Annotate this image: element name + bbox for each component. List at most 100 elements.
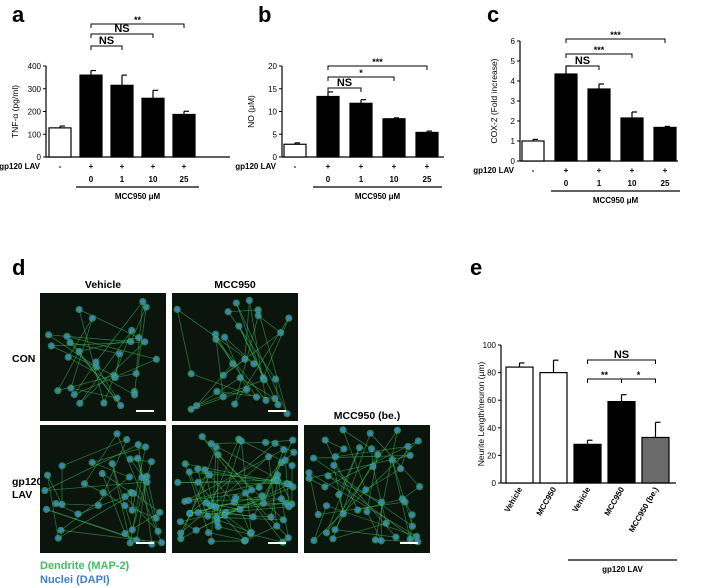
nucleus <box>178 536 183 541</box>
dendrite-fiber <box>366 454 379 512</box>
nucleus <box>205 513 210 519</box>
nucleus <box>128 339 133 344</box>
dendrite-fiber <box>191 373 257 398</box>
nucleus <box>340 427 346 433</box>
nucleus <box>76 307 82 312</box>
nucleus <box>129 328 134 333</box>
y-tick-label: 300 <box>28 85 42 94</box>
significance-label: *** <box>372 57 383 67</box>
nucleus <box>306 476 312 481</box>
dendrite-fiber <box>334 529 397 538</box>
dendrite-fiber <box>225 511 254 518</box>
nucleus <box>410 524 415 529</box>
dendrite-fiber <box>372 466 387 524</box>
dendrite-fiber <box>366 511 382 541</box>
dendrite-fiber <box>215 506 246 541</box>
dendrite-fiber <box>101 473 126 534</box>
nucleus <box>355 507 360 513</box>
dendrite-fiber <box>136 476 148 541</box>
nucleus <box>114 431 120 436</box>
nucleus <box>94 364 99 370</box>
nucleus <box>414 534 419 539</box>
panel-letter-d: d <box>12 255 25 280</box>
legend-dendrite: Dendrite (MAP-2) <box>40 560 130 572</box>
dendrite-fiber <box>73 361 97 395</box>
nucleus <box>390 457 395 463</box>
gp120-sign: + <box>151 162 156 171</box>
dendrite-fiber <box>103 492 126 506</box>
gp120-sign: - <box>532 166 535 175</box>
gp120-sign: + <box>359 162 364 171</box>
y-tick-label: 200 <box>28 108 42 117</box>
nucleus <box>96 503 101 508</box>
nucleus <box>322 437 328 443</box>
nucleus <box>118 403 123 408</box>
dendrite-fiber <box>116 433 162 543</box>
dendrite-fiber <box>134 307 147 392</box>
y-tick-label: 0 <box>273 153 278 162</box>
dendrite-fiber <box>228 309 259 313</box>
nucleus <box>200 434 205 439</box>
dose-label: 25 <box>423 175 432 184</box>
y-tick-label: 80 <box>487 369 496 378</box>
nucleus <box>237 507 243 512</box>
significance-bracket <box>587 359 656 364</box>
nucleus <box>263 398 269 403</box>
nucleus <box>195 466 200 472</box>
nucleus <box>187 511 192 516</box>
bar-ctrl <box>48 127 72 158</box>
gp120-sign: + <box>564 166 569 175</box>
nucleus <box>324 530 329 536</box>
group-label: gp120 LAV <box>602 565 643 574</box>
nucleus <box>407 453 413 458</box>
nucleus <box>330 536 336 542</box>
significance-bracket <box>327 65 428 70</box>
nucleus <box>370 464 376 469</box>
nucleus <box>139 475 145 480</box>
nucleus <box>202 467 208 473</box>
dendrite-fiber <box>268 456 278 527</box>
nucleus <box>127 456 133 462</box>
dose-label: 1 <box>120 175 125 184</box>
nucleus <box>284 411 290 416</box>
nucleus <box>242 357 248 362</box>
significance-label: NS <box>575 55 590 67</box>
nucleus <box>255 307 261 313</box>
nucleus <box>289 463 295 468</box>
nucleus <box>93 359 99 365</box>
nucleus <box>316 512 321 517</box>
significance-label: ** <box>134 15 142 25</box>
microscopy-image-1 <box>40 293 166 421</box>
bar-25 <box>172 113 196 158</box>
nucleus <box>67 340 73 345</box>
nucleus <box>273 376 278 382</box>
dendrite-fiber <box>208 532 246 541</box>
y-tick-label: 40 <box>487 424 496 433</box>
dendrite-fiber <box>66 335 157 360</box>
dendrite-fiber <box>257 309 288 414</box>
significance-bracket <box>565 53 633 58</box>
nucleus <box>233 495 238 500</box>
microscopy-panel: Vehicle MCC950 MCC950 (be.) CON gp120 LA… <box>12 279 430 586</box>
nucleus <box>213 504 218 510</box>
x-category-label: MCC950 <box>603 485 627 517</box>
dendrite-fiber <box>327 475 419 543</box>
nucleus <box>333 454 338 459</box>
nucleus <box>140 299 146 304</box>
bar-25 <box>653 126 677 162</box>
nucleus <box>384 521 389 526</box>
dendrite-fiber <box>308 472 417 537</box>
nucleus <box>157 510 162 515</box>
nucleus <box>130 508 135 513</box>
y-axis-label: NO (μM) <box>246 95 256 128</box>
nucleus <box>136 442 141 447</box>
dose-label: 10 <box>628 179 637 188</box>
nucleus <box>237 375 243 380</box>
dendrite-fiber <box>67 356 135 396</box>
panel-letter-c: c <box>487 2 499 27</box>
nucleus <box>281 447 286 452</box>
gp120-sign: + <box>392 162 397 171</box>
nucleus <box>336 492 342 497</box>
